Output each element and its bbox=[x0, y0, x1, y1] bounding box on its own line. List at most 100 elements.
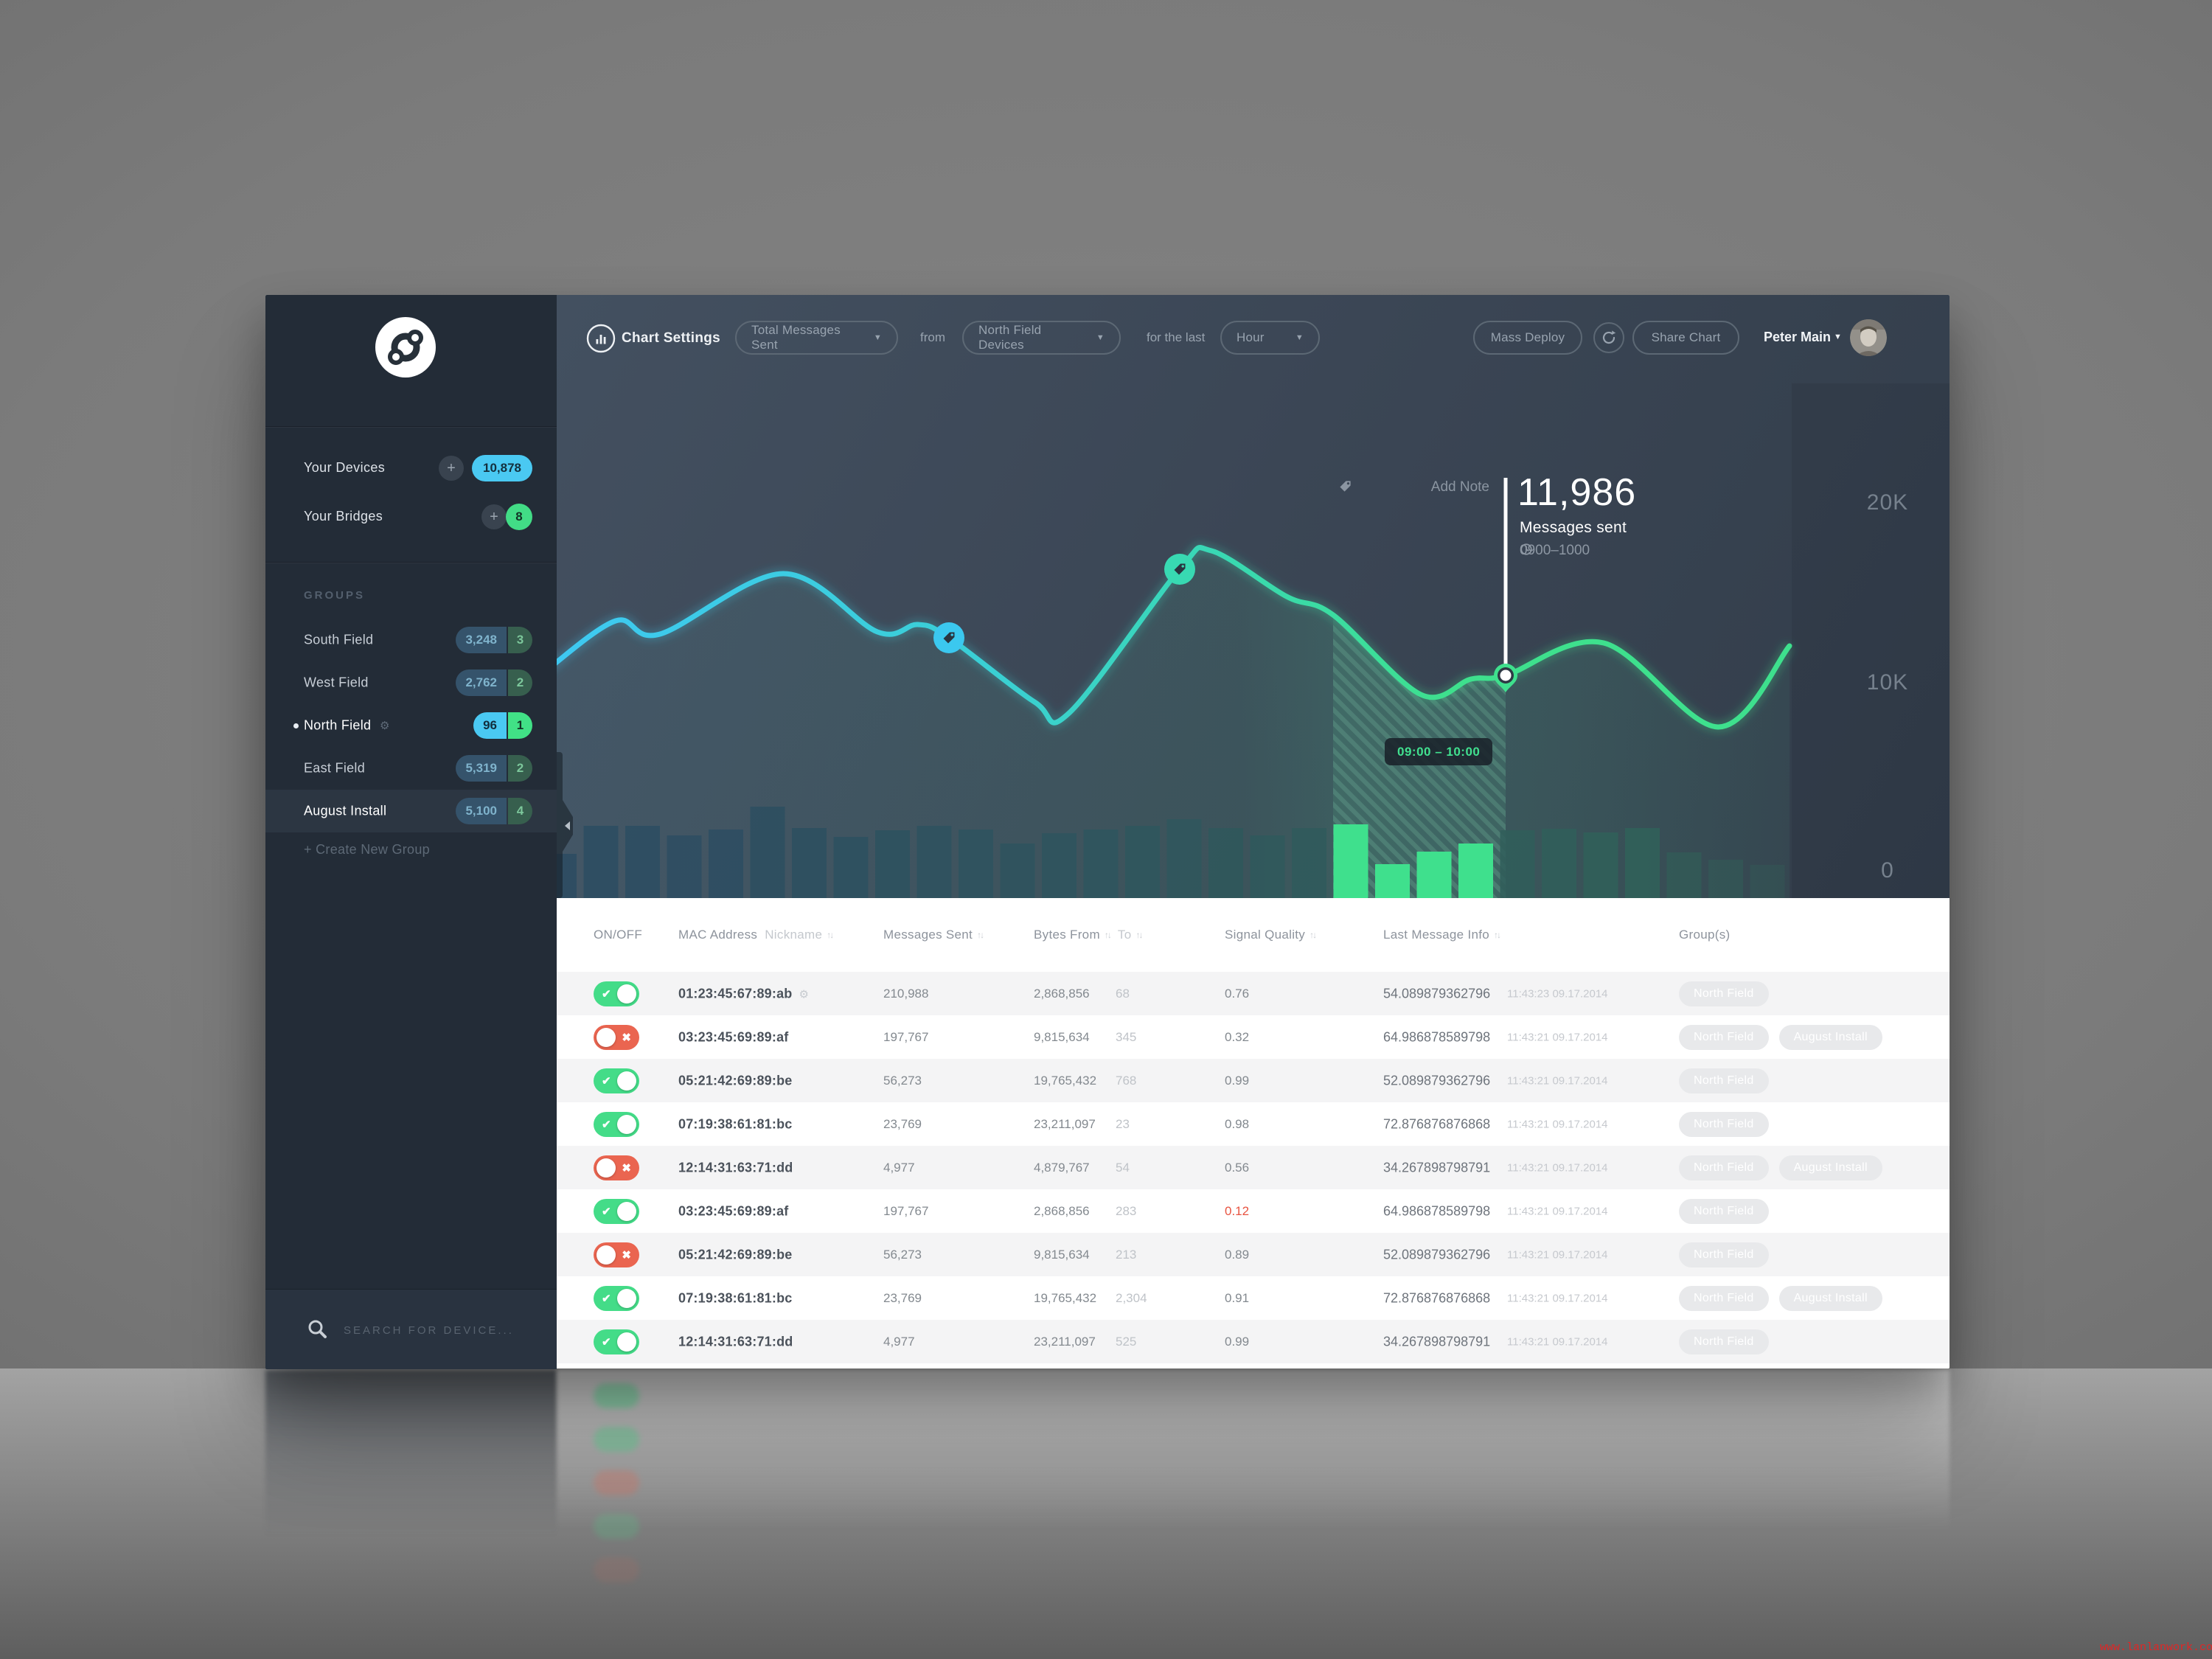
helium-logo[interactable] bbox=[375, 317, 436, 378]
group-bridge-count: 2 bbox=[508, 669, 532, 696]
sort-icon[interactable]: ↑↓ bbox=[1135, 930, 1143, 940]
onoff-toggle[interactable]: ✖ bbox=[594, 1155, 639, 1180]
group-tag[interactable]: North Field bbox=[1679, 1242, 1769, 1267]
note-markers[interactable] bbox=[933, 554, 1195, 653]
sort-icon[interactable]: ↑↓ bbox=[1104, 930, 1112, 940]
bridges-count-badge[interactable]: 8 bbox=[506, 504, 532, 530]
chevron-down-icon: ▼ bbox=[1096, 333, 1105, 342]
group-tag[interactable]: North Field bbox=[1679, 981, 1769, 1006]
table-row[interactable]: ✔ 07:19:38:61:81:bc⚙ 23,769 23,211,097 2… bbox=[557, 1102, 1950, 1146]
table-row[interactable]: ✔ 05:21:42:69:89:be⚙ 56,273 19,765,432 7… bbox=[557, 1059, 1950, 1102]
col-mac[interactable]: MAC Address Nickname ↑↓ bbox=[678, 928, 834, 942]
group-tag[interactable]: August Install bbox=[1778, 1285, 1882, 1311]
group-tag[interactable]: North Field bbox=[1679, 1155, 1769, 1180]
sidebar-group-item[interactable]: East Field ⚙ 5,319 2 bbox=[265, 747, 557, 790]
table-row[interactable]: ✖ 03:23:45:69:89:af⚙ 197,767 9,815,634 3… bbox=[557, 1015, 1950, 1059]
sort-icon[interactable]: ↑↓ bbox=[977, 930, 984, 940]
table-row[interactable]: ✔ 03:23:45:69:89:af⚙ 197,767 2,868,856 2… bbox=[557, 1189, 1950, 1233]
group-tag[interactable]: August Install bbox=[1778, 1024, 1882, 1050]
col-last-message[interactable]: Last Message Info ↑↓ bbox=[1383, 928, 1501, 942]
col-nickname[interactable]: Nickname bbox=[765, 928, 823, 942]
bar bbox=[1292, 828, 1326, 898]
table-row[interactable]: ✖ 12:14:31:63:71:dd⚙ 4,977 4,879,767 54 … bbox=[557, 1146, 1950, 1189]
onoff-toggle[interactable]: ✔ bbox=[594, 1111, 639, 1137]
source-dropdown[interactable]: North Field Devices ▼ bbox=[962, 321, 1121, 355]
add-bridge-button[interactable]: + bbox=[481, 504, 507, 529]
group-tag[interactable]: August Install bbox=[1778, 1155, 1882, 1180]
onoff-toggle[interactable]: ✖ bbox=[594, 1242, 639, 1267]
bar bbox=[1125, 826, 1160, 898]
mass-deploy-button[interactable]: Mass Deploy bbox=[1473, 321, 1582, 355]
signal-quality: 0.12 bbox=[1225, 1203, 1250, 1218]
note-tag-marker[interactable] bbox=[1164, 554, 1195, 585]
bar-highlighted bbox=[1458, 844, 1493, 898]
gear-icon[interactable]: ⚙ bbox=[380, 720, 390, 732]
gear-icon[interactable]: ⚙ bbox=[799, 988, 810, 1001]
annotation-pin[interactable] bbox=[1494, 478, 1517, 692]
devices-count-badge[interactable]: 10,878 bbox=[472, 455, 532, 481]
toggle-knob bbox=[617, 1201, 636, 1221]
sort-icon[interactable]: ↑↓ bbox=[827, 930, 834, 940]
avatar[interactable] bbox=[1850, 319, 1887, 356]
bytes-to: 68 bbox=[1116, 986, 1130, 1001]
table-row[interactable]: ✔ 12:14:31:63:71:dd⚙ 4,977 23,211,097 52… bbox=[557, 1320, 1950, 1363]
annotation-time-text: 0900–1000 bbox=[1520, 543, 1590, 558]
metric-dropdown[interactable]: Total Messages Sent ▼ bbox=[735, 321, 898, 355]
chart-settings-icon[interactable] bbox=[586, 324, 616, 357]
sidebar-group-item[interactable]: August Install ⚙ 5,100 4 bbox=[265, 790, 557, 832]
signal-quality: 0.89 bbox=[1225, 1247, 1250, 1262]
group-name: North Field bbox=[304, 717, 372, 733]
toggle-state-icon: ✖ bbox=[622, 1161, 631, 1175]
signal-quality: 0.99 bbox=[1225, 1073, 1250, 1088]
onoff-toggle[interactable]: ✔ bbox=[594, 1329, 639, 1354]
group-tag[interactable]: North Field bbox=[1679, 1285, 1769, 1311]
sort-icon[interactable]: ↑↓ bbox=[1494, 930, 1501, 940]
mac-address: 05:21:42:69:89:be⚙ bbox=[678, 1073, 793, 1088]
group-tag[interactable]: North Field bbox=[1679, 1111, 1769, 1137]
share-chart-button[interactable]: Share Chart bbox=[1632, 321, 1739, 355]
group-tag[interactable]: North Field bbox=[1679, 1329, 1769, 1354]
group-tag[interactable]: North Field bbox=[1679, 1198, 1769, 1224]
bar-highlighted bbox=[1333, 824, 1368, 898]
col-messages[interactable]: Messages Sent ↑↓ bbox=[883, 928, 984, 942]
period-dropdown[interactable]: Hour ▼ bbox=[1220, 321, 1320, 355]
messages-sent: 4,977 bbox=[883, 1334, 915, 1349]
user-menu[interactable]: Peter Main bbox=[1764, 330, 1832, 344]
search-input[interactable] bbox=[342, 1315, 537, 1346]
device-search bbox=[265, 1289, 557, 1369]
onoff-toggle[interactable]: ✖ bbox=[594, 1024, 639, 1050]
tag-icon bbox=[1340, 481, 1351, 492]
timeline-handle[interactable] bbox=[557, 752, 573, 898]
user-caret-icon[interactable]: ▼ bbox=[1834, 333, 1842, 341]
refresh-button[interactable] bbox=[1593, 322, 1624, 353]
table-row[interactable]: ✔ 07:19:38:61:81:bc⚙ 23,769 19,765,432 2… bbox=[557, 1276, 1950, 1320]
group-tag[interactable]: North Field bbox=[1679, 1024, 1769, 1050]
sidebar-group-item[interactable]: North Field ⚙ 96 1 bbox=[265, 704, 557, 747]
sidebar-group-item[interactable]: West Field ⚙ 2,762 2 bbox=[265, 661, 557, 704]
onoff-toggle[interactable]: ✔ bbox=[594, 1068, 639, 1093]
traffic-chart[interactable]: 20K 10K 0 Add Note 11,986 Messages sent bbox=[557, 383, 1950, 898]
group-bridge-count: 4 bbox=[508, 798, 532, 824]
col-bytes-to[interactable]: To bbox=[1117, 928, 1132, 942]
table-row[interactable]: ✖ 05:21:42:69:89:be⚙ 56,273 9,815,634 21… bbox=[557, 1233, 1950, 1276]
add-device-button[interactable]: + bbox=[439, 456, 464, 481]
group-tag[interactable]: North Field bbox=[1679, 1068, 1769, 1093]
col-bytes[interactable]: Bytes From ↑↓ To ↑↓ bbox=[1034, 928, 1143, 942]
chart-panel: Chart Settings Total Messages Sent ▼ fro… bbox=[557, 295, 1950, 898]
clock-icon bbox=[1520, 543, 1532, 555]
bar bbox=[1042, 833, 1077, 898]
add-note-button[interactable]: Add Note bbox=[1338, 479, 1489, 495]
note-tag-marker[interactable] bbox=[933, 622, 964, 653]
group-tags: North Field bbox=[1679, 1329, 1779, 1354]
groups-list: South Field ⚙ 3,248 3 West Field ⚙ 2,762… bbox=[265, 619, 557, 832]
col-signal[interactable]: Signal Quality ↑↓ bbox=[1225, 928, 1317, 942]
sort-icon[interactable]: ↑↓ bbox=[1310, 930, 1317, 940]
onoff-toggle[interactable]: ✔ bbox=[594, 981, 639, 1006]
mac-address: 03:23:45:69:89:af⚙ bbox=[678, 1203, 789, 1218]
onoff-toggle[interactable]: ✔ bbox=[594, 1285, 639, 1311]
last-message-time: 11:43:21 09.17.2014 bbox=[1507, 1248, 1608, 1261]
table-row[interactable]: ✔ 01:23:45:67:89:ab ⚙ 210,988 2,868,856 6… bbox=[557, 972, 1950, 1015]
sidebar-group-item[interactable]: South Field ⚙ 3,248 3 bbox=[265, 619, 557, 661]
create-new-group-button[interactable]: + Create New Group bbox=[304, 842, 430, 857]
onoff-toggle[interactable]: ✔ bbox=[594, 1198, 639, 1224]
